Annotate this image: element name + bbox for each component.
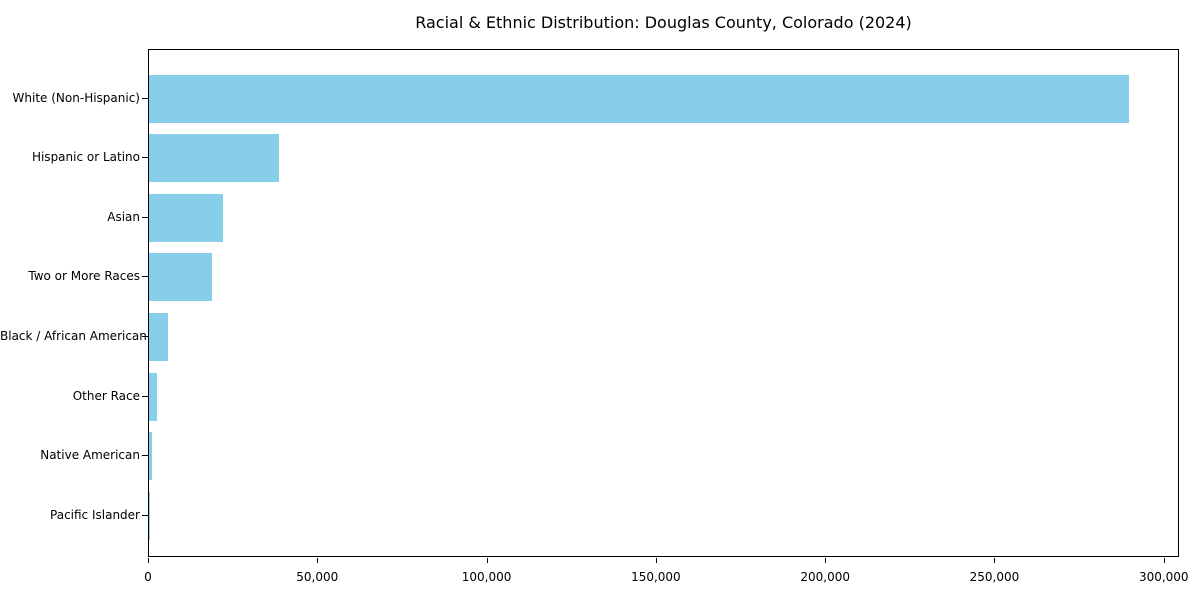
y-tick-label-two-or-more-races: Two or More Races bbox=[28, 269, 140, 284]
y-tick-label-native-american: Native American bbox=[40, 448, 140, 463]
y-tick-label-other-race: Other Race bbox=[72, 388, 140, 403]
y-tick-mark bbox=[142, 514, 148, 516]
y-tick-mark bbox=[142, 455, 148, 457]
y-tick-label-black-african-american: Black / African American bbox=[0, 328, 147, 343]
x-tick-mark bbox=[655, 558, 657, 563]
chart-title: Racial & Ethnic Distribution: Douglas Co… bbox=[415, 13, 912, 32]
x-tick-mark bbox=[825, 558, 827, 563]
y-tick-mark bbox=[142, 157, 148, 159]
y-tick-mark bbox=[142, 335, 148, 337]
x-tick-mark bbox=[1163, 558, 1165, 563]
x-tick-label-300000: 300,000 bbox=[1138, 570, 1189, 584]
bar-white-non-hispanic bbox=[149, 74, 1129, 123]
x-tick-label-200000: 200,000 bbox=[800, 570, 850, 584]
y-tick-mark bbox=[142, 395, 148, 397]
bar-pacific-islander bbox=[149, 491, 150, 540]
y-tick-label-pacific-islander: Pacific Islander bbox=[50, 507, 140, 522]
x-tick-mark bbox=[148, 558, 149, 563]
bar-native-american bbox=[149, 432, 152, 481]
x-tick-label-0: 0 bbox=[144, 570, 152, 584]
bar-asian bbox=[149, 193, 223, 242]
y-tick-mark bbox=[142, 97, 148, 99]
x-tick-label-150000: 150,000 bbox=[631, 570, 681, 584]
x-tick-label-250000: 250,000 bbox=[969, 570, 1020, 584]
y-tick-label-asian: Asian bbox=[107, 209, 140, 224]
bar-black-african-american bbox=[149, 312, 168, 361]
plot-area bbox=[148, 49, 1179, 557]
bar-hispanic-or-latino bbox=[149, 134, 279, 183]
x-tick-mark bbox=[486, 558, 488, 563]
x-tick-label-100000: 100,000 bbox=[461, 570, 512, 584]
x-tick-label-50000: 50,000 bbox=[296, 570, 339, 584]
y-tick-label-white-non-hispanic: White (Non-Hispanic) bbox=[12, 90, 140, 105]
x-tick-mark bbox=[317, 558, 319, 563]
y-tick-mark bbox=[142, 276, 148, 278]
x-tick-mark bbox=[994, 558, 996, 563]
bar-other-race bbox=[149, 372, 158, 421]
bar-two-or-more-races bbox=[149, 253, 212, 302]
y-tick-mark bbox=[142, 216, 148, 218]
y-tick-label-hispanic-or-latino: Hispanic or Latino bbox=[31, 150, 140, 165]
